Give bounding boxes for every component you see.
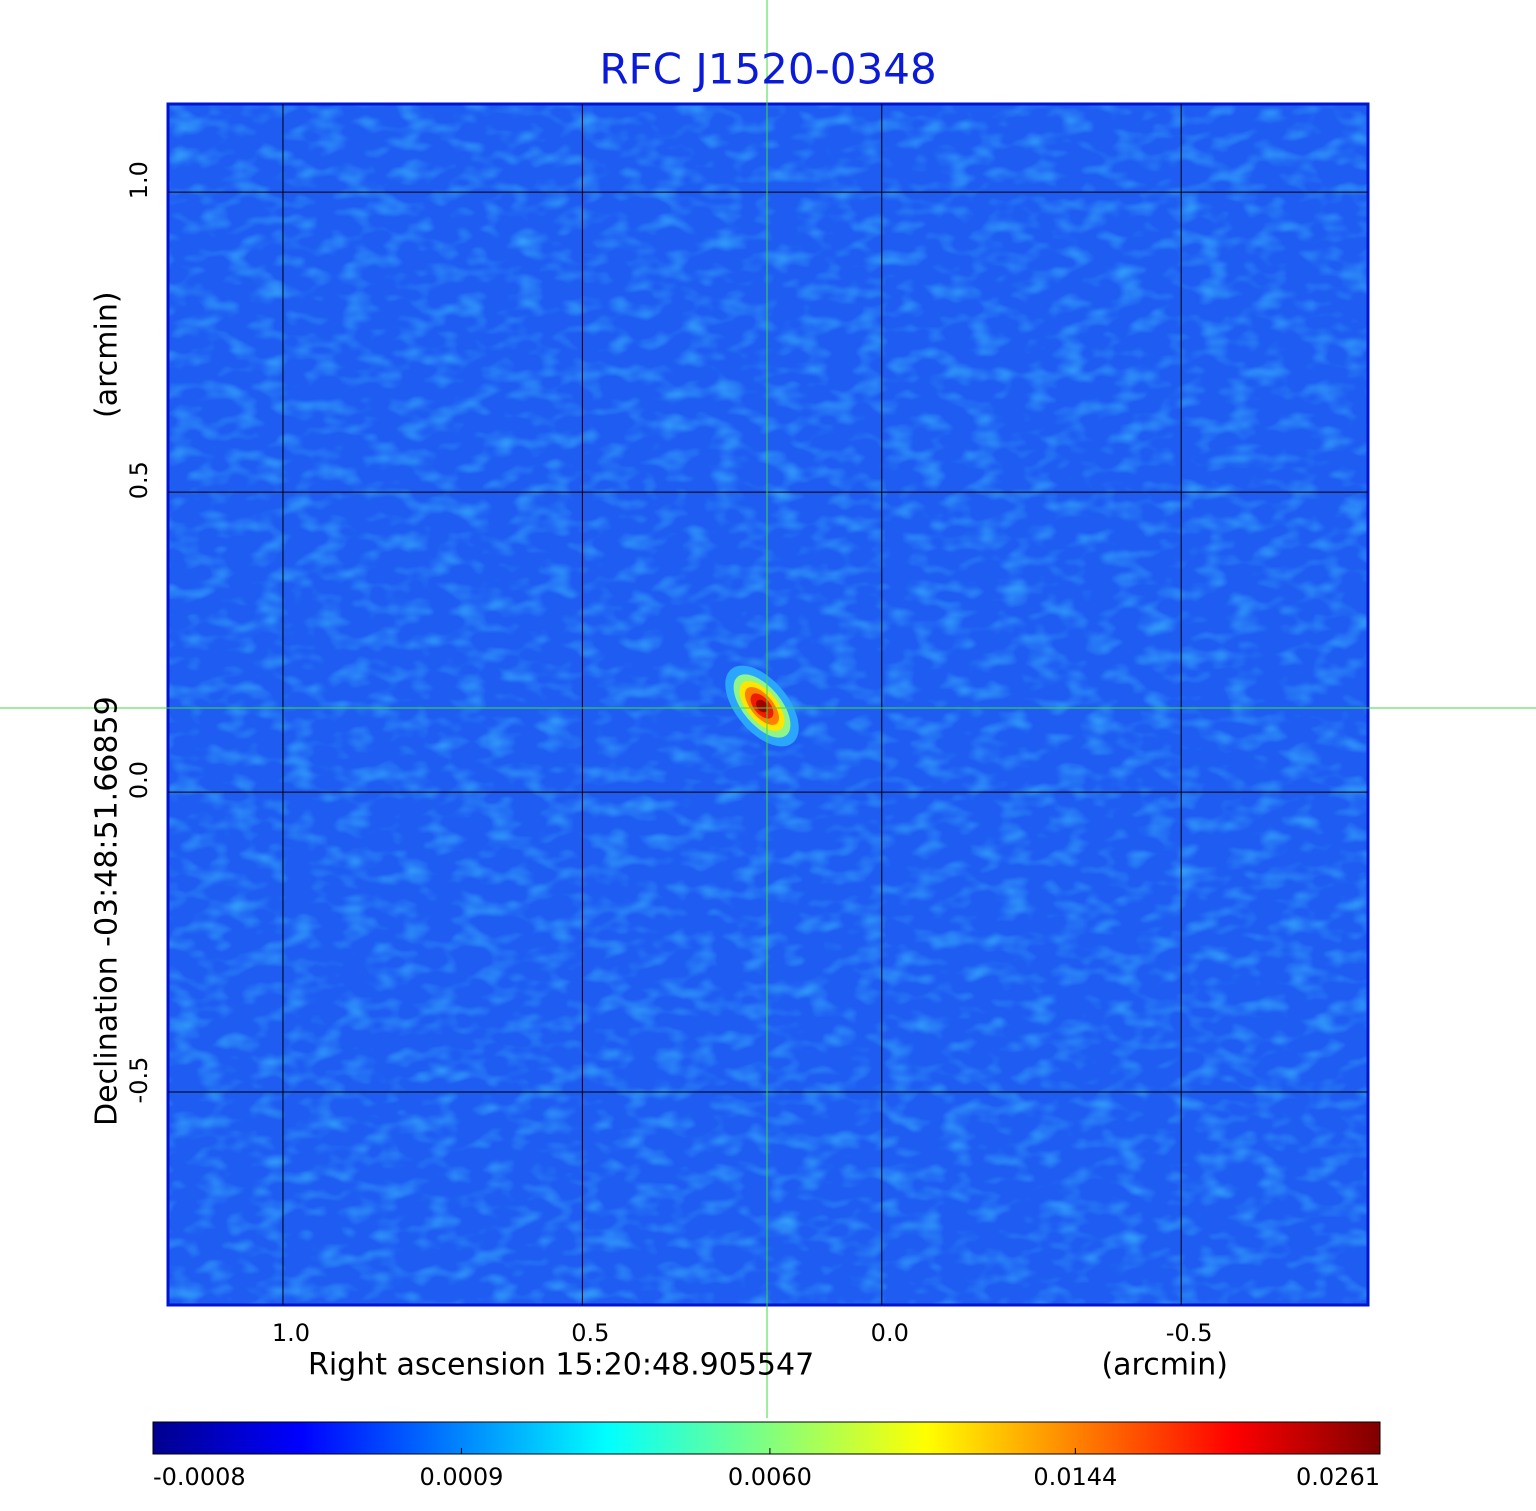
y-tick-label: 1.0	[125, 161, 153, 199]
colorbar-tick-label: 0.0060	[728, 1463, 812, 1491]
colorbar-tick-label: 0.0144	[1033, 1463, 1117, 1491]
x-tick-label: -0.5	[1166, 1319, 1213, 1347]
y-tick-label: -0.5	[125, 1057, 153, 1104]
colorbar	[152, 1421, 1381, 1455]
x-tick-label: 1.0	[272, 1319, 310, 1347]
grid	[168, 104, 1368, 1305]
colorbar-tick-label: 0.0261	[1296, 1463, 1380, 1491]
colorbar-tick-label: 0.0009	[419, 1463, 503, 1491]
x-tick-label: 0.5	[571, 1319, 609, 1347]
colorbar-tick-label: -0.0008	[153, 1463, 246, 1491]
x-axis-label: Right ascension 15:20:48.905547	[308, 1348, 814, 1383]
source-blob	[725, 665, 799, 747]
x-axis-unit: (arcmin)	[1101, 1348, 1228, 1383]
sky-image	[166, 102, 1370, 1307]
y-axis-unit: (arcmin)	[90, 291, 125, 418]
y-tick-label: 0.0	[125, 761, 153, 799]
y-axis-label: Declination -03:48:51.66859	[90, 696, 125, 1126]
chart-title: RFC J1520-0348	[599, 45, 936, 94]
x-tick-label: 0.0	[871, 1319, 909, 1347]
y-tick-label: 0.5	[125, 461, 153, 499]
